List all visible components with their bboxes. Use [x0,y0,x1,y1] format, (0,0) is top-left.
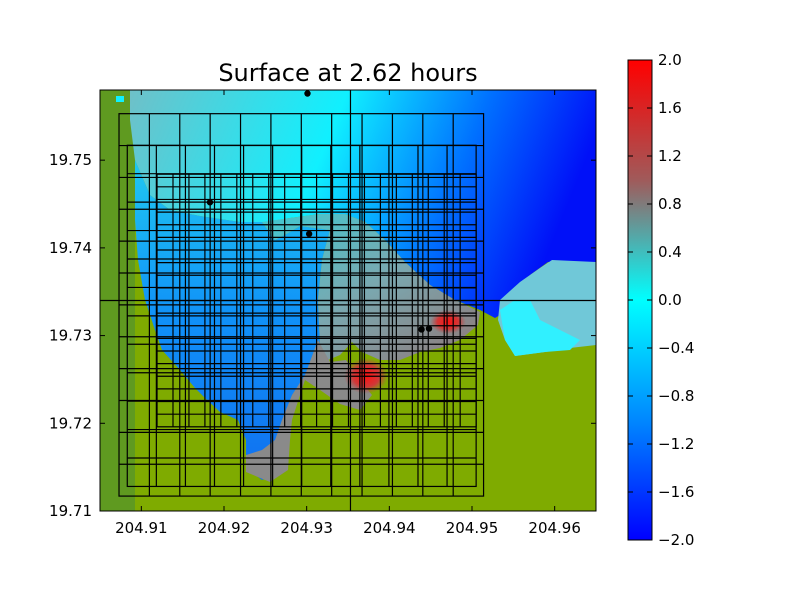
colorbar-tick-label: 1.2 [658,147,682,165]
gauge-point [304,90,311,97]
y-tick-label: 19.73 [49,327,92,345]
gauge-point [305,230,313,238]
axes-frame [99,89,597,512]
x-tick-label: 204.94 [363,519,416,537]
y-tick-label: 19.71 [49,502,92,520]
offshore-cyan [500,300,580,356]
y-tick-label: 19.74 [49,239,92,257]
x-tick-label: 204.92 [198,519,251,537]
colorbar-tick-label: 2.0 [658,51,682,69]
y-tick-label: 19.75 [49,151,92,169]
x-tick-label: 204.95 [446,519,499,537]
gauge-markers [206,90,433,333]
colorbar-tick-label: 1.6 [658,99,682,117]
inlet-region [246,340,372,482]
x-tick-label: 204.93 [280,519,333,537]
colorbar-ticks: 2.0 1.6 1.2 0.8 0.4 0.0 −0.4 −0.8 −1.2 −1.6 −2.0 [628,51,694,549]
colorbar-tick-label: 0.0 [658,291,682,309]
gauge-point [418,326,425,333]
colorbar-tick-label: −0.4 [658,339,694,357]
cyan-corner [116,96,124,102]
colorbar-tick-label: −2.0 [658,531,694,549]
colorbar-tick-label: −0.8 [658,387,694,405]
chart-title: Surface at 2.62 hours [218,59,477,87]
colorbar-tick-label: 0.4 [658,243,682,261]
colorbar-tick-label: 0.8 [658,195,682,213]
colorbar-tick-label: −1.2 [658,435,694,453]
y-axis-ticks: 19.71 19.72 19.73 19.74 19.75 [49,151,596,520]
ocean-region [130,90,596,318]
colorbar-tick-label: −1.6 [658,483,694,501]
x-axis-ticks: 204.91 204.92 204.93 204.94 204.95 204.96 [115,90,581,537]
gauge-point [425,325,433,332]
x-tick-label: 204.96 [528,519,581,537]
refinement-grids [100,90,596,511]
y-tick-label: 19.72 [49,414,92,432]
x-tick-label: 204.91 [115,519,168,537]
gauge-point [206,199,214,206]
